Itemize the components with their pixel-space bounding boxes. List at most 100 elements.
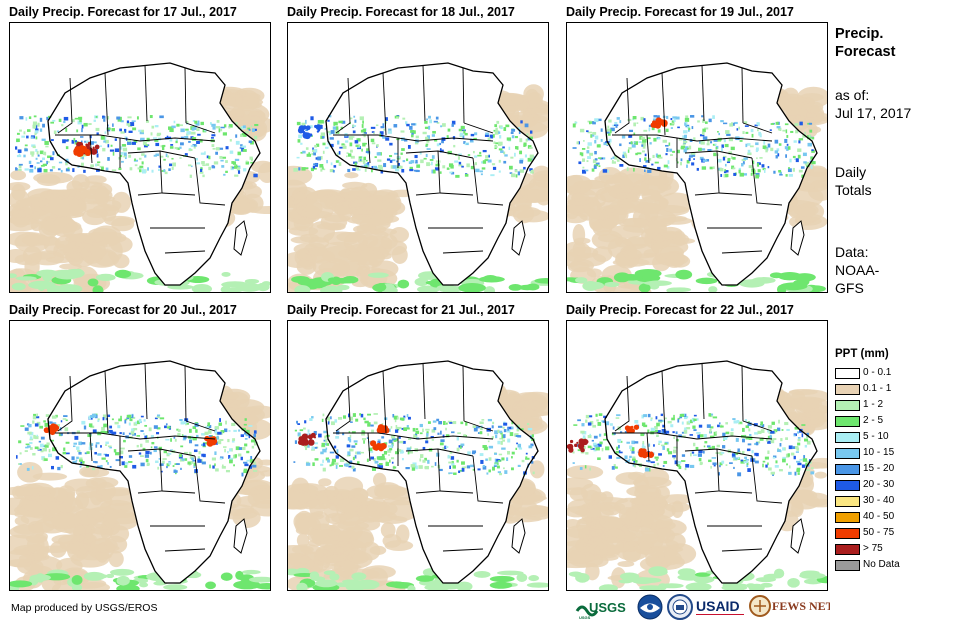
rain-speckle — [32, 121, 38, 126]
rain-speckle — [517, 171, 521, 176]
rain-speckle — [653, 429, 658, 433]
country-border — [104, 370, 109, 434]
rain-speckle — [782, 447, 785, 451]
rain-speckle — [243, 470, 247, 473]
dry-area-patch — [300, 546, 314, 554]
rain-speckle — [197, 133, 201, 136]
rain-speckle — [50, 157, 54, 161]
rain-speckle — [672, 150, 675, 153]
rain-speckle — [333, 165, 337, 168]
rain-speckle — [352, 130, 356, 134]
rain-speckle — [378, 456, 383, 461]
country-border — [55, 134, 216, 142]
rain-speckle — [480, 427, 483, 431]
dry-area-patch — [611, 172, 629, 187]
rain-speckle — [778, 169, 782, 173]
rain-speckle — [510, 156, 514, 159]
rain-speckle — [154, 125, 159, 128]
rain-speckle — [784, 146, 788, 150]
rain-speckle — [665, 153, 668, 156]
rain-speckle — [314, 446, 318, 449]
rain-speckle — [186, 131, 191, 135]
rain-speckle — [798, 140, 801, 144]
rain-speckle — [585, 452, 589, 455]
rain-speckle — [664, 432, 668, 435]
rain-speckle — [422, 459, 426, 463]
rain-speckle — [451, 123, 454, 127]
rain-speckle — [477, 432, 480, 434]
southern-rain-patch — [92, 285, 104, 292]
rain-speckle — [415, 465, 418, 470]
rain-speckle — [490, 174, 495, 177]
rain-speckle — [32, 452, 36, 456]
legend-swatch — [835, 560, 860, 571]
rain-speckle — [671, 122, 675, 125]
legend-item: > 75 — [835, 542, 889, 558]
rain-speckle — [777, 449, 781, 453]
rain-speckle — [756, 157, 758, 160]
rain-speckle — [209, 464, 211, 469]
rain-speckle — [159, 463, 164, 466]
rain-speckle — [585, 414, 590, 419]
heavy-rain-cell — [207, 438, 215, 445]
rain-speckle — [479, 421, 484, 425]
rain-speckle — [586, 146, 590, 149]
rain-speckle — [354, 119, 357, 123]
rain-speckle — [112, 151, 115, 156]
rain-speckle — [76, 456, 79, 459]
dry-area-patch — [324, 485, 339, 498]
rain-speckle — [111, 432, 115, 436]
rain-speckle — [191, 457, 195, 461]
rain-speckle — [214, 426, 220, 430]
legend-item: 10 - 15 — [835, 446, 894, 462]
rain-speckle — [180, 136, 184, 139]
rain-speckle — [355, 145, 359, 147]
rain-speckle — [344, 135, 349, 138]
map-credit: Map produced by USGS/EROS — [11, 602, 158, 614]
rain-speckle — [396, 160, 398, 163]
rain-speckle — [144, 154, 147, 158]
rain-speckle — [150, 132, 153, 136]
rain-speckle — [77, 450, 81, 453]
rain-speckle — [140, 430, 144, 432]
rain-speckle — [631, 440, 635, 445]
rain-speckle — [734, 121, 738, 125]
rain-speckle — [399, 440, 404, 444]
rain-speckle — [159, 155, 164, 158]
rain-speckle — [772, 456, 776, 459]
rain-speckle — [34, 435, 39, 440]
rain-speckle — [641, 414, 644, 419]
rain-speckle — [350, 155, 355, 159]
rain-speckle — [312, 147, 314, 152]
rain-speckle — [407, 144, 411, 149]
rain-speckle — [348, 413, 350, 418]
dry-area-patch — [599, 516, 624, 530]
dry-area-patch — [64, 478, 99, 492]
rain-speckle — [602, 438, 607, 441]
rain-speckle — [41, 138, 46, 141]
southern-rain-patch — [575, 277, 588, 284]
forecast-panel-3: Daily Precip. Forecast for 19 Jul., 2017 — [566, 5, 828, 293]
rain-speckle — [58, 118, 62, 122]
rain-speckle — [105, 167, 109, 171]
rain-speckle — [735, 437, 739, 442]
rain-speckle — [712, 143, 716, 146]
rain-speckle — [109, 425, 113, 429]
rain-speckle — [205, 426, 209, 429]
rain-speckle — [494, 463, 498, 466]
rain-speckle — [722, 432, 726, 437]
rain-speckle — [29, 168, 34, 173]
rain-speckle — [254, 123, 259, 127]
rain-speckle — [153, 425, 158, 429]
rain-speckle — [210, 137, 214, 139]
rain-speckle — [243, 134, 247, 137]
rain-speckle — [517, 443, 522, 448]
rain-speckle — [693, 442, 696, 447]
rain-speckle — [89, 441, 92, 446]
rain-speckle — [338, 465, 343, 467]
rain-speckle — [401, 168, 405, 173]
rain-speckle — [95, 127, 100, 132]
rain-speckle — [738, 126, 740, 130]
rain-speckle — [407, 416, 411, 420]
rain-speckle — [593, 165, 597, 169]
